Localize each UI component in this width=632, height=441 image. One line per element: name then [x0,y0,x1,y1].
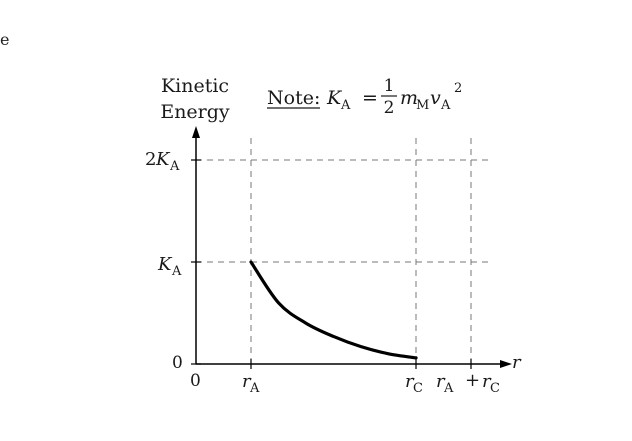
y-tick-2ka-sub: A [169,159,180,174]
x-tick-label-rc: r C [405,371,423,396]
y-tick-label-zero: 0 [172,353,183,373]
grid-lines [196,138,492,364]
note-mass-symbol: m [400,87,418,109]
note-velocity-subscript: A [440,98,451,113]
note-ka-symbol: K [326,87,343,109]
x-tick-sum-sub2: C [490,381,500,396]
note-velocity-symbol: v [430,87,441,109]
y-tick-label-ka: K A [157,254,182,279]
x-tick-ra-symbol: r [242,371,252,392]
x-axis-title: r [512,352,522,373]
x-tick-rc-sub: C [413,381,423,396]
note-mass-subscript: M [416,98,429,113]
y-tick-ka-symbol: K [157,254,173,275]
x-tick-ra-sub: A [249,381,260,396]
y-axis-title-line-2: Energy [160,101,230,123]
note-equation: Note: K A = 1 2 m M v A 2 [267,76,462,118]
x-tick-sum-r1: r [436,371,446,392]
x-tick-label-ra-plus-rc: r A + r C [436,370,500,396]
x-tick-sum-plus: + [465,370,480,391]
note-ka-subscript: A [340,98,351,113]
y-tick-2ka-symbol: K [155,149,171,170]
y-tick-ka-sub: A [171,264,182,279]
y-axis-arrow [192,126,200,138]
note-equals: = [362,87,378,109]
note-label: Note: [267,87,320,109]
note-exponent: 2 [454,81,462,96]
x-tick-sum-sub1: A [443,381,454,396]
x-tick-rc-symbol: r [405,371,415,392]
x-tick-sum-r2: r [482,371,492,392]
tick-marks [191,159,472,369]
y-axis-title-line-1: Kinetic [161,75,229,97]
y-tick-2ka-coef: 2 [145,149,156,170]
x-tick-label-ra: r A [242,371,260,396]
kinetic-energy-curve [249,260,418,360]
note-fraction-denominator: 2 [384,98,395,118]
y-tick-label-2ka: 2 K A [145,149,180,174]
x-tick-label-origin: 0 [190,371,201,391]
stray-character: e [0,30,10,49]
x-axis-arrow [500,360,512,368]
note-fraction-numerator: 1 [384,76,395,96]
